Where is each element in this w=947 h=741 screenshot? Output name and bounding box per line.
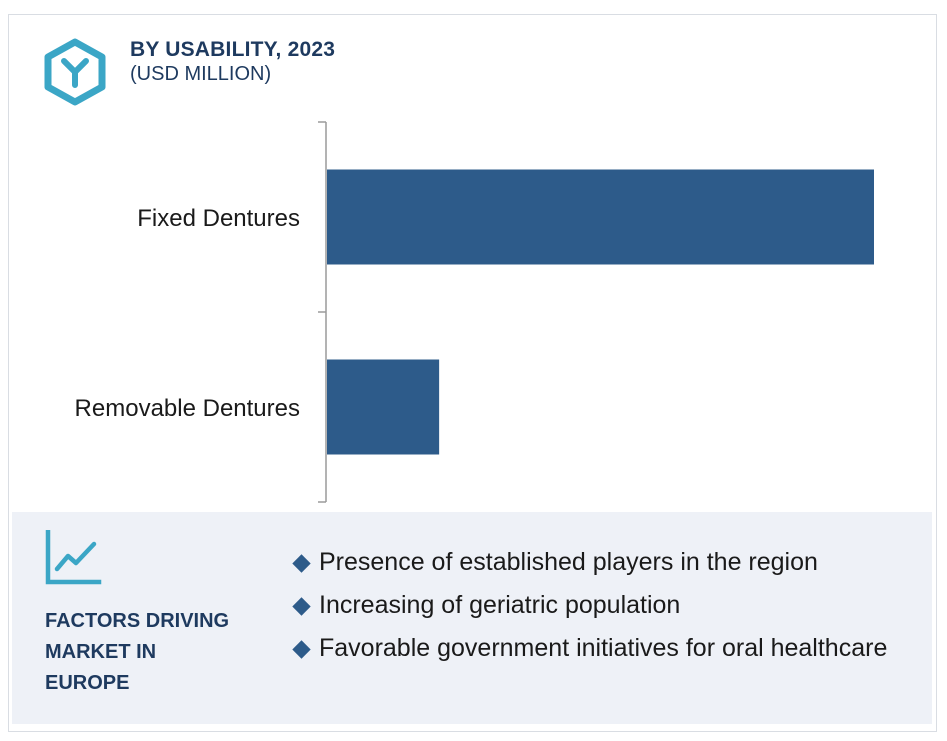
category-label: Removable Dentures [75,395,300,422]
chart-header: BY USABILITY, 2023 (USD MILLION) [130,38,335,86]
factor-text: Increasing of geriatric population [319,591,681,619]
factor-item: Favorable government initiatives for ora… [292,631,902,665]
category-label: Fixed Dentures [137,205,300,232]
factor-item: Increasing of geriatric population [292,588,902,622]
factors-title-line: EUROPE [45,672,130,694]
hexagon-y-icon [44,38,106,106]
factors-list: Presence of established players in the r… [292,545,902,674]
factors-title: FACTORS DRIVING MARKET IN EUROPE [45,606,275,699]
diamond-bullet-icon [292,554,311,573]
diamond-bullet-icon [292,640,311,659]
chart-title: BY USABILITY, 2023 [130,38,336,61]
trend-chart-icon [45,530,102,585]
factors-title-line: MARKET IN [45,641,157,663]
factors-panel [12,512,932,724]
bar [327,169,874,265]
factor-item: Presence of established players in the r… [292,545,902,579]
factor-text: Presence of established players in the r… [319,548,818,576]
bar [327,359,440,455]
diamond-bullet-icon [292,597,311,616]
factors-title-line: FACTORS DRIVING [45,610,230,632]
factor-text: Favorable government initiatives for ora… [319,634,888,662]
chart-subtitle: (USD MILLION) [130,63,272,85]
